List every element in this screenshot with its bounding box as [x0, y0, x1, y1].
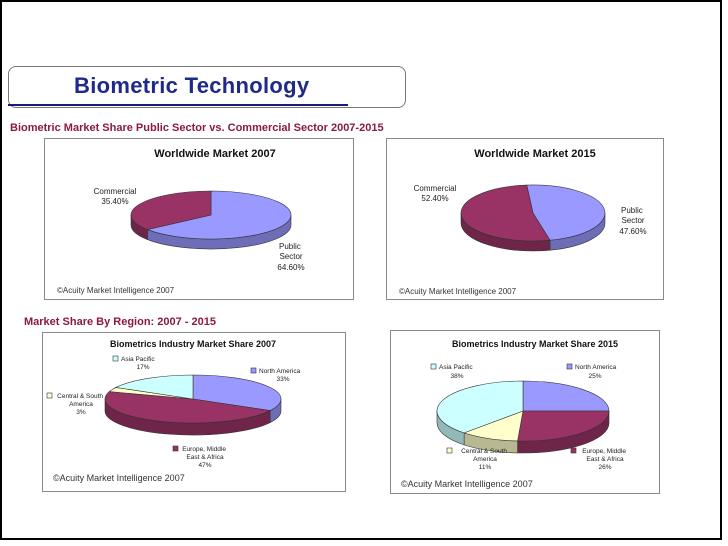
- pie-slice-asia-pacific: [114, 374, 194, 400]
- slice-value-public-sector: 47.60%: [619, 227, 646, 236]
- pie-slice-north-america: [522, 380, 610, 412]
- pie-slice-north-america: [192, 374, 282, 411]
- chart-title: Biometrics Industry Market Share 2007: [110, 339, 276, 349]
- slice-label-asia-pacific: Asia Pacific: [121, 356, 155, 363]
- chart-credit: ©Acuity Market Intelligence 2007: [399, 287, 517, 296]
- pie-slice-public-sector: [526, 184, 606, 241]
- heading-region: Market Share By Region: 2007 - 2015: [24, 316, 216, 328]
- label-line-america: America: [69, 401, 93, 408]
- chart-title: Worldwide Market 2007: [154, 148, 275, 160]
- label-line-public: Public: [621, 206, 643, 215]
- slice-value-commercial: 35.40%: [101, 197, 128, 206]
- pie-worldwide-2015: [460, 184, 606, 252]
- chart-worldwide-2007: Worldwide Market 2007 Commercial 35.40% …: [57, 148, 305, 295]
- chart-title: Worldwide Market 2015: [474, 148, 595, 160]
- chart-credit: ©Acuity Market Intelligence 2007: [53, 473, 185, 483]
- chart-region-2007: Biometrics Industry Market Share 2007 As…: [46, 339, 301, 483]
- label-line-central-south: Central & South: [461, 448, 507, 455]
- slice-value-north-america: 25%: [588, 373, 601, 380]
- slice-value-north-america: 33%: [276, 376, 289, 383]
- legend-swatch-europe: [172, 445, 179, 452]
- chart-panel-worldwide-2007: Worldwide Market 2007 Commercial 35.40% …: [44, 138, 354, 300]
- chart-panel-worldwide-2015: Worldwide Market 2015 Commercial 52.40% …: [386, 138, 664, 300]
- label-line-europe-middle: Europe, Middle: [582, 448, 626, 455]
- slice-value-public-sector: 64.60%: [277, 263, 304, 272]
- label-line-europe-middle: Europe, Middle: [182, 446, 226, 453]
- slice-label-asia-pacific: Asia Pacific: [439, 364, 473, 371]
- slice-value-asia-pacific: 17%: [136, 364, 149, 371]
- pie-slice-public-sector: [146, 190, 292, 240]
- label-line-sector: Sector: [279, 252, 302, 261]
- label-line-america: America: [473, 456, 497, 463]
- label-line-public: Public: [279, 242, 301, 251]
- chart-panel-region-2015: Biometrics Industry Market Share 2015 As…: [390, 330, 660, 494]
- slice-label-public-sector: Public Sector: [279, 242, 303, 261]
- pie-slice-asia-pacific: [436, 380, 524, 434]
- slice-value-asia-pacific: 38%: [450, 373, 463, 380]
- pie-slice-europe-middle-east-africa: [104, 391, 272, 424]
- chart-credit: ©Acuity Market Intelligence 2007: [57, 286, 175, 295]
- label-line-sector: Sector: [621, 216, 644, 225]
- label-line-central-south: Central & South: [57, 393, 103, 400]
- legend-swatch-asia-pacific: [112, 355, 119, 362]
- heading-sector: Biometric Market Share Public Sector vs.…: [10, 122, 384, 134]
- slice-label-europe: Europe, Middle East & Africa: [182, 446, 228, 461]
- slide-title: Biometric Technology: [74, 73, 310, 98]
- slice-label-commercial: Commercial: [94, 187, 137, 196]
- pie-region-2007: [104, 374, 282, 436]
- chart-region-2015: Biometrics Industry Market Share 2015 As…: [401, 339, 628, 489]
- slice-label-central-south-america: Central & South America: [57, 393, 105, 408]
- slice-value-europe: 47%: [198, 462, 211, 469]
- slice-value-central-south-america: 11%: [479, 464, 492, 471]
- slice-value-central-south-america: 3%: [76, 409, 86, 416]
- legend-swatch-central-south-america: [446, 447, 453, 454]
- legend-swatch-asia-pacific: [430, 363, 437, 370]
- pie-worldwide-2007: [130, 190, 292, 250]
- title-underline: [8, 104, 348, 106]
- slice-value-europe: 26%: [598, 464, 611, 471]
- label-line-east-africa: East & Africa: [586, 456, 624, 463]
- pie-slice-commercial: [460, 184, 551, 242]
- label-line-east-africa: East & Africa: [186, 454, 224, 461]
- title-box: [8, 66, 406, 108]
- chart-title: Biometrics Industry Market Share 2015: [452, 339, 618, 349]
- pie-region-2015: [436, 380, 610, 454]
- slice-value-commercial: 52.40%: [421, 194, 448, 203]
- slice-label-north-america: North America: [259, 368, 301, 375]
- pie-slice-europe-middle-east-africa: [517, 410, 610, 442]
- chart-worldwide-2015: Worldwide Market 2015 Commercial 52.40% …: [399, 148, 647, 296]
- legend-swatch-europe: [570, 447, 577, 454]
- chart-panel-region-2007: Biometrics Industry Market Share 2007 As…: [42, 332, 346, 492]
- legend-swatch-north-america: [250, 367, 257, 374]
- slice-label-public-sector: Public Sector: [621, 206, 645, 225]
- pie-slice-commercial: [130, 190, 212, 230]
- chart-credit: ©Acuity Market Intelligence 2007: [401, 479, 533, 489]
- slice-label-europe: Europe, Middle East & Africa: [582, 448, 628, 463]
- slice-label-central-south-america: Central & South America: [461, 448, 509, 463]
- slice-label-commercial: Commercial: [414, 184, 457, 193]
- legend-swatch-north-america: [566, 363, 573, 370]
- slice-label-north-america: North America: [575, 364, 617, 371]
- legend-swatch-central-south-america: [46, 392, 53, 399]
